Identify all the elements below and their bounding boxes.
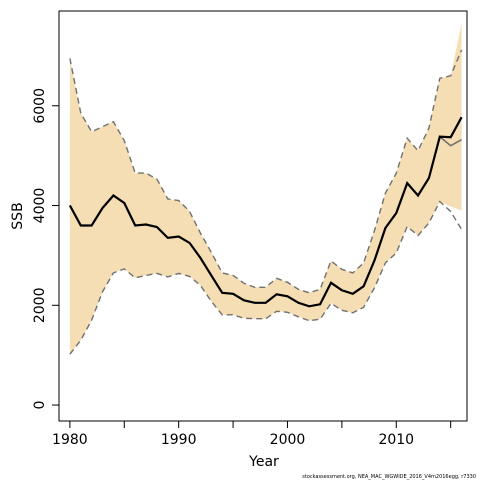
- y-tick-label: 2000: [32, 287, 48, 323]
- x-axis-label: Year: [248, 454, 279, 470]
- x-tick-label: 1980: [52, 432, 88, 448]
- y-tick-label: 4000: [32, 188, 48, 224]
- x-tick-label: 1990: [161, 432, 197, 448]
- confidence-band: [69, 23, 462, 355]
- plot-frame: [58, 10, 468, 422]
- footnote: stockassessment.org, NEA_MAC_WGWIDE_2016…: [302, 474, 476, 480]
- x-tick-label: 2000: [270, 432, 306, 448]
- series-layer: [68, 49, 463, 355]
- y-axis: 0 2000 4000 6000: [32, 88, 59, 409]
- x-axis: 1980 1990 2000 2010: [52, 421, 452, 448]
- y-tick-label: 0: [32, 401, 48, 410]
- x-tick-label: 2010: [378, 432, 414, 448]
- y-tick-label: 6000: [32, 88, 48, 124]
- y-axis-label: SSB: [10, 202, 26, 229]
- confidence-band-layer: [69, 23, 462, 355]
- upper-bound-line: [69, 49, 463, 294]
- estimate-line: [68, 116, 463, 308]
